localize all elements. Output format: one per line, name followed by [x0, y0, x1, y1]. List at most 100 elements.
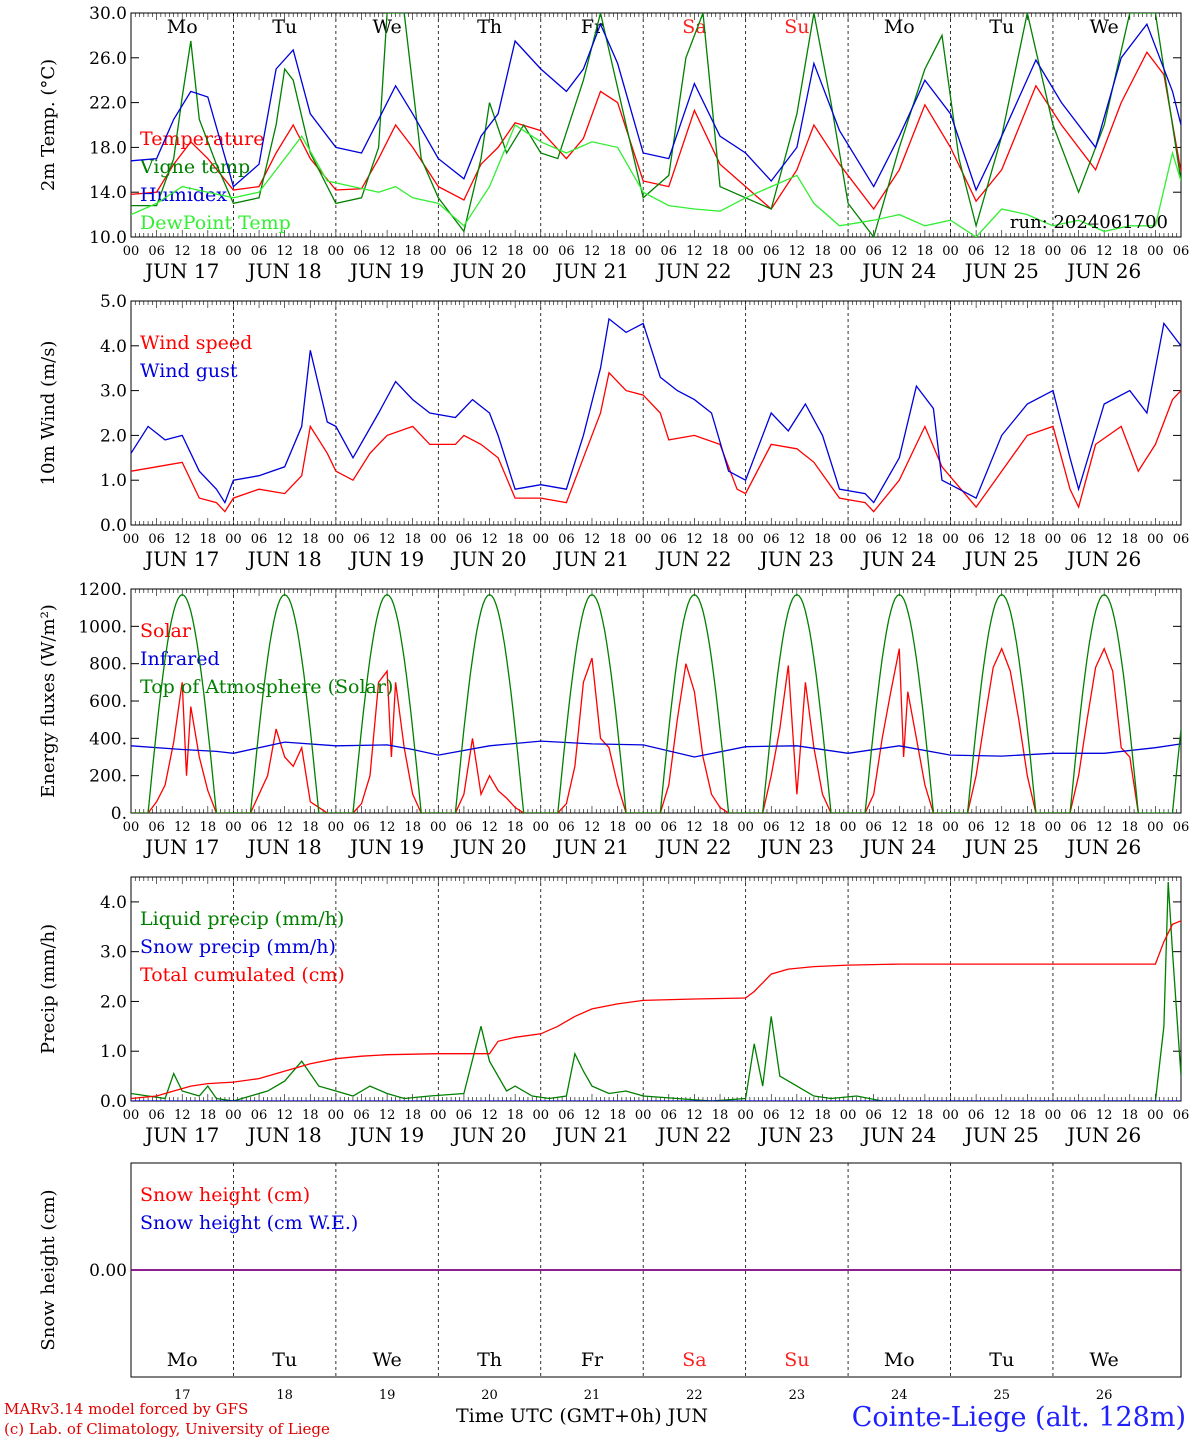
hour-tick-label: 18	[302, 820, 319, 835]
series-line	[131, 22, 1181, 192]
hour-tick-label: 00	[840, 820, 857, 835]
hour-tick-label: 18	[814, 244, 831, 259]
day-label: JUN 21	[553, 259, 629, 283]
hour-tick-label: 12	[789, 244, 806, 259]
hour-tick-label: 18	[917, 244, 934, 259]
hour-tick-label: 12	[1096, 820, 1113, 835]
hour-tick-label: 00	[1045, 532, 1062, 547]
hour-tick-label: 06	[558, 532, 575, 547]
hour-tick-label: 18	[814, 1108, 831, 1123]
panel-frame	[130, 588, 1182, 814]
panel-frame	[130, 300, 1182, 526]
weekday-label: We	[372, 16, 401, 38]
y-tick-label: 1200.	[78, 580, 127, 600]
hour-tick-label: 00	[123, 820, 140, 835]
day-label: JUN 21	[553, 835, 629, 859]
hour-tick-label: 18	[1019, 244, 1036, 259]
weekday-label: We	[1090, 16, 1119, 38]
hour-tick-label: 06	[1070, 532, 1087, 547]
hour-tick-label: 18	[507, 1108, 524, 1123]
hour-tick-label: 18	[1019, 1108, 1036, 1123]
series-line	[131, 371, 1181, 513]
hour-tick-label: 18	[507, 244, 524, 259]
day-label: JUN 20	[450, 547, 526, 571]
hour-tick-label: 06	[763, 1108, 780, 1123]
series-line	[131, 50, 1181, 211]
hour-tick-label: 00	[225, 532, 242, 547]
hour-tick-label: 18	[609, 532, 626, 547]
legend-entry: Liquid precip (mm/h)	[140, 908, 344, 930]
weekday-label: Mo	[167, 1349, 198, 1371]
hour-tick-label: 06	[558, 1108, 575, 1123]
day-label: JUN 19	[348, 547, 424, 571]
hour-tick-label: 00	[737, 820, 754, 835]
hour-tick-label: 18	[609, 1108, 626, 1123]
hour-tick-label: 06	[1070, 820, 1087, 835]
hour-tick-label: 12	[584, 1108, 601, 1123]
weekday-label: Su	[784, 1349, 809, 1371]
hour-tick-label: 18	[404, 532, 421, 547]
y-tick-label: 18.0	[89, 138, 127, 158]
hour-tick-label: 12	[174, 1108, 191, 1123]
hour-tick-label: 18	[1019, 532, 1036, 547]
hour-tick-label: 12	[993, 532, 1010, 547]
day-label: JUN 18	[246, 547, 322, 571]
hour-tick-label: 18	[1019, 820, 1036, 835]
hour-tick-label: 00	[942, 244, 959, 259]
hour-tick-label: 18	[200, 1108, 217, 1123]
hour-tick-label: 18	[1122, 820, 1139, 835]
hour-tick-label: 00	[532, 532, 549, 547]
y-tick-label: 0.0	[100, 1092, 127, 1112]
series-line	[131, 13, 1181, 237]
legend-entry: DewPoint Temp	[140, 212, 291, 234]
y-tick-label: 14.0	[89, 183, 127, 203]
y-tick-label: 0.	[111, 804, 127, 824]
y-tick-label: 1.0	[100, 471, 127, 491]
hour-tick-label: 12	[686, 1108, 703, 1123]
hour-tick-label: 12	[174, 532, 191, 547]
day-label: JUN 23	[758, 835, 834, 859]
hour-tick-label: 00	[225, 1108, 242, 1123]
hour-tick-label: 06	[763, 244, 780, 259]
y-tick-label: 800.	[89, 655, 127, 675]
hour-tick-label: 12	[1096, 244, 1113, 259]
hour-tick-label: 06	[763, 532, 780, 547]
hour-tick-label: 00	[123, 1108, 140, 1123]
hour-tick-label: 00	[840, 532, 857, 547]
hour-tick-label: 06	[661, 820, 678, 835]
hour-tick-label: 18	[712, 532, 729, 547]
y-axis-label: Energy fluxes (W/m²)	[38, 604, 59, 798]
hour-tick-label: 12	[481, 532, 498, 547]
hour-tick-label: 18	[404, 244, 421, 259]
day-label: JUN 25	[963, 835, 1039, 859]
weekday-label: We	[1090, 1349, 1119, 1371]
hour-tick-label: 12	[891, 820, 908, 835]
hour-tick-label: 18	[507, 820, 524, 835]
hour-tick-label: 00	[942, 1108, 959, 1123]
y-tick-label: 30.0	[89, 4, 127, 24]
weekday-label: We	[372, 1349, 401, 1371]
day-label: JUN 22	[655, 835, 731, 859]
hour-tick-label: 06	[558, 820, 575, 835]
hour-tick-label: 00	[1147, 820, 1164, 835]
hour-tick-label: 06	[661, 1108, 678, 1123]
hour-tick-label: 18	[917, 820, 934, 835]
hour-tick-label: 12	[891, 532, 908, 547]
weekday-label: Tu	[989, 1349, 1014, 1371]
run-annotation: run: 2024061700	[1010, 212, 1168, 233]
panel-frame	[130, 12, 1182, 238]
hour-tick-label: 06	[558, 244, 575, 259]
hour-tick-label: 12	[379, 1108, 396, 1123]
day-label: JUN 26	[1065, 547, 1141, 571]
hour-tick-label: 18	[712, 244, 729, 259]
series-line	[131, 881, 1181, 1101]
series-line	[131, 920, 1181, 1100]
hour-tick-label: 12	[379, 532, 396, 547]
legend-entry: Infrared	[140, 648, 220, 670]
hour-tick-label: 12	[481, 244, 498, 259]
hour-tick-label: 12	[1096, 1108, 1113, 1123]
hour-tick-label: 00	[532, 1108, 549, 1123]
hour-tick-label: 12	[276, 532, 293, 547]
day-number-label: 18	[276, 1388, 293, 1400]
hour-tick-label: 06	[968, 532, 985, 547]
